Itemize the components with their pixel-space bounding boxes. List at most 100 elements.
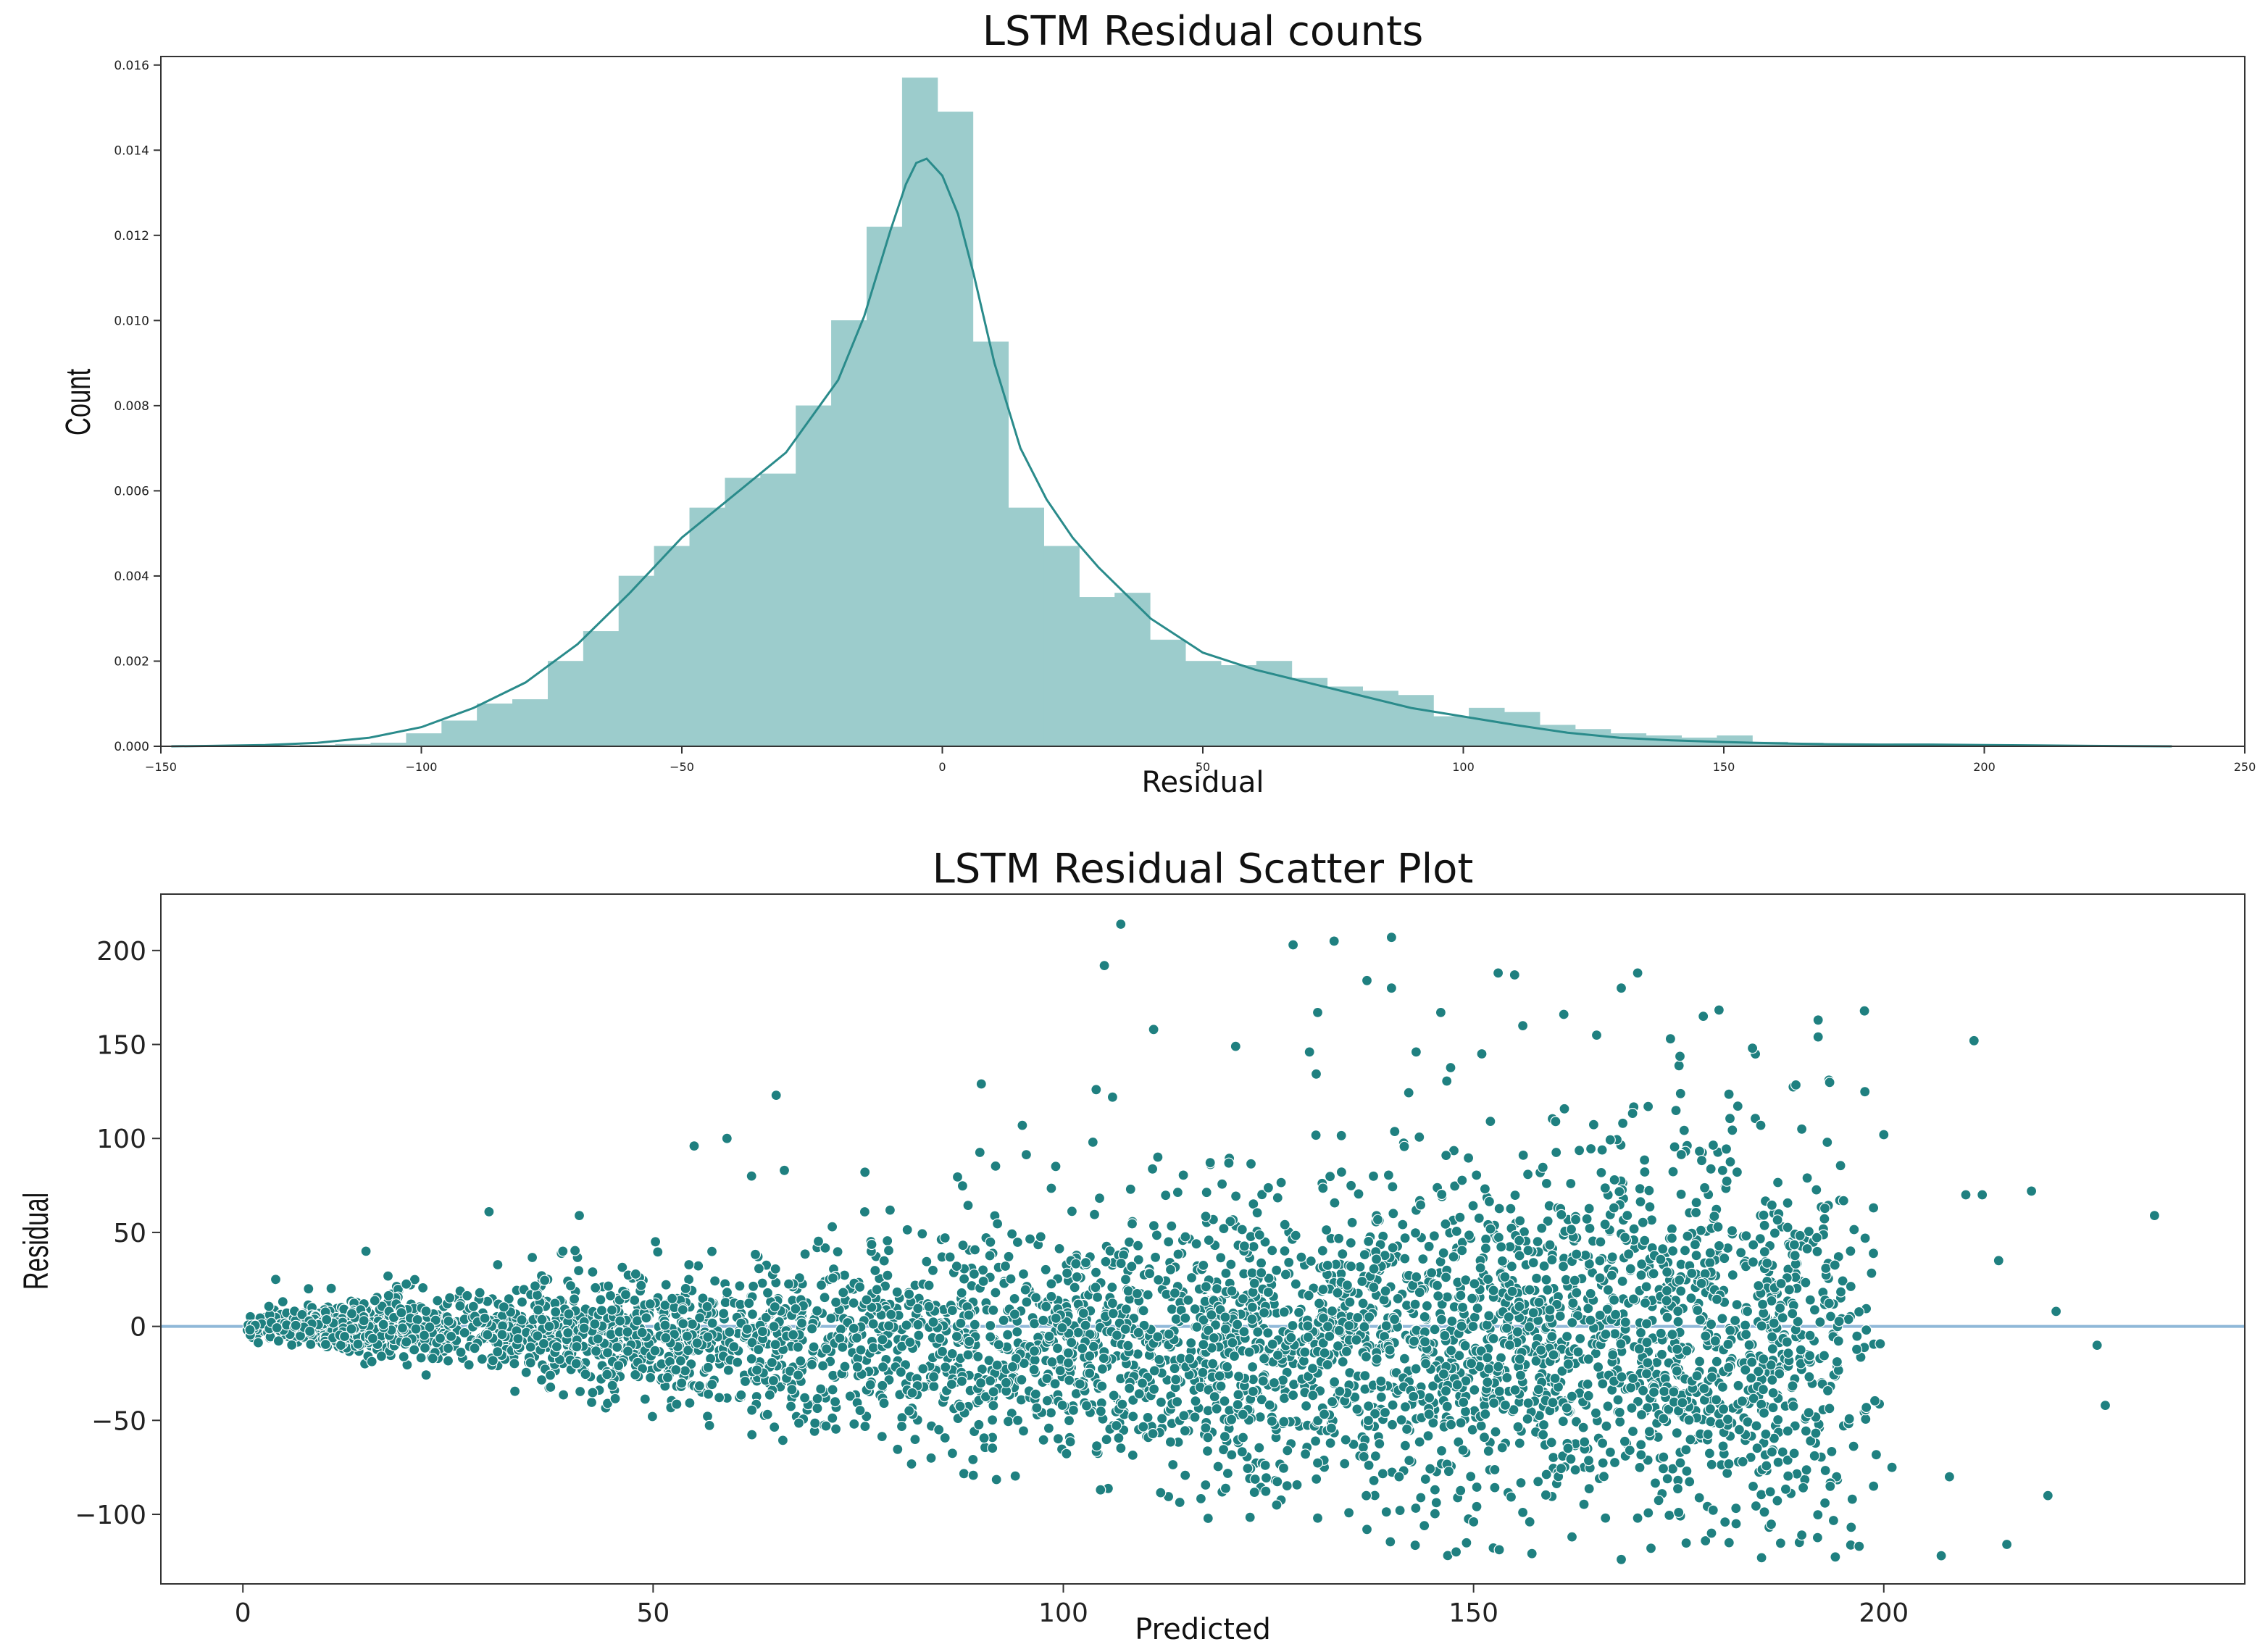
scatter-point <box>1422 1430 1434 1442</box>
scatter-point <box>1198 1259 1209 1272</box>
scatter-point <box>1275 1177 1287 1188</box>
scatter-point <box>1827 1514 1839 1527</box>
scatter-point <box>1496 1255 1508 1267</box>
x-tick-label: −150 <box>145 760 177 774</box>
scatter-point <box>777 1435 789 1446</box>
scatter-point <box>1084 1350 1096 1362</box>
scatter-point <box>1244 1511 1256 1523</box>
scatter-point <box>1645 1543 1657 1554</box>
histogram-bar <box>1291 677 1328 747</box>
scatter-point <box>680 1282 691 1295</box>
scatter-point <box>1038 1314 1049 1326</box>
scatter-point <box>1111 1419 1122 1432</box>
scatter-point <box>1509 1384 1521 1396</box>
scatter-point <box>1625 1263 1636 1275</box>
scatter-point <box>1814 1317 1826 1328</box>
scatter-point <box>1800 1425 1811 1437</box>
scatter-point <box>1575 1332 1586 1345</box>
scatter-point <box>569 1245 581 1256</box>
scatter-point <box>954 1401 966 1412</box>
scatter-point <box>1433 1290 1444 1302</box>
scatter-point <box>1818 1350 1830 1361</box>
histogram-bar <box>796 405 832 747</box>
scatter-point <box>855 1344 867 1356</box>
scatter-point <box>1675 1285 1687 1297</box>
scatter-point <box>1869 1395 1881 1406</box>
scatter-point <box>921 1256 933 1267</box>
scatter-point <box>1031 1402 1043 1414</box>
scatter-point <box>1721 1175 1732 1187</box>
scatter-point <box>830 1423 842 1435</box>
y-tick-label: 200 <box>96 937 146 967</box>
scatter-point <box>1675 1457 1686 1469</box>
scatter-point <box>1069 1282 1080 1293</box>
scatter-point <box>1021 1296 1033 1308</box>
scatter-point <box>991 1359 1003 1371</box>
scatter-point <box>1117 1398 1128 1410</box>
scatter-point <box>1694 1314 1706 1326</box>
scatter-point <box>1782 1425 1793 1437</box>
y-tick-label: 50 <box>113 1219 146 1248</box>
scatter-point <box>532 1304 544 1316</box>
scatter-point <box>1493 967 1504 979</box>
scatter-point <box>1077 1343 1088 1354</box>
scatter-point <box>1581 1213 1593 1225</box>
scatter-point <box>839 1361 851 1372</box>
scatter-point <box>722 1364 734 1376</box>
scatter-point <box>724 1326 735 1338</box>
scatter-point <box>1170 1374 1182 1385</box>
scatter-point <box>1183 1294 1194 1306</box>
scatter-point <box>1113 1432 1125 1444</box>
scatter-point <box>1410 1363 1422 1374</box>
scatter-point <box>1372 1214 1384 1225</box>
scatter-point <box>1527 1257 1539 1269</box>
scatter-point <box>1488 1332 1499 1345</box>
scatter-point <box>940 1361 951 1373</box>
scatter-point <box>1624 1444 1635 1456</box>
scatter-point <box>564 1280 577 1292</box>
scatter-point <box>1562 1443 1574 1454</box>
scatter-point <box>1185 1272 1198 1284</box>
scatter-point <box>1302 1320 1314 1332</box>
scatter-point <box>1120 1303 1132 1315</box>
scatter-point <box>963 1309 975 1321</box>
scatter-point <box>1747 1480 1759 1492</box>
scatter-point <box>1385 983 1398 994</box>
scatter-point <box>1788 1448 1800 1459</box>
scatter-point <box>1619 1317 1631 1328</box>
scatter-point <box>1740 1230 1752 1242</box>
histogram-bar <box>547 661 584 747</box>
scatter-point <box>1711 1293 1723 1305</box>
scatter-point <box>1216 1178 1228 1190</box>
scatter-point <box>1755 1119 1767 1131</box>
scatter-point <box>1299 1346 1311 1358</box>
scatter-point <box>972 1351 984 1362</box>
scatter-point <box>1599 1182 1611 1194</box>
scatter-point <box>1256 1267 1267 1279</box>
scatter-point <box>706 1379 718 1390</box>
scatter-point <box>1230 1190 1242 1202</box>
scatter-point <box>1702 1428 1714 1440</box>
scatter-point <box>1772 1456 1784 1468</box>
scatter-point <box>1126 1261 1138 1272</box>
scatter-point <box>1054 1364 1066 1377</box>
scatter-point <box>1387 1399 1398 1411</box>
scatter-x-ticks: 0 50 100 150 200 <box>235 1584 1909 1628</box>
scatter-point <box>1706 1459 1717 1470</box>
scatter-point <box>1680 1444 1692 1456</box>
scatter-point <box>432 1295 443 1306</box>
scatter-point <box>848 1418 860 1430</box>
scatter-point <box>988 1386 999 1398</box>
scatter-point <box>1772 1495 1783 1506</box>
scatter-point <box>1597 1438 1609 1449</box>
scatter-point <box>928 1380 940 1393</box>
scatter-point <box>1522 1245 1534 1256</box>
x-tick-label: −50 <box>670 760 694 774</box>
scatter-point <box>1399 1401 1412 1413</box>
scatter-point <box>1526 1548 1538 1559</box>
scatter-point <box>1429 1484 1441 1495</box>
scatter-point <box>1095 1484 1106 1495</box>
scatter-point <box>1247 1385 1259 1398</box>
scatter-point <box>1480 1409 1491 1420</box>
